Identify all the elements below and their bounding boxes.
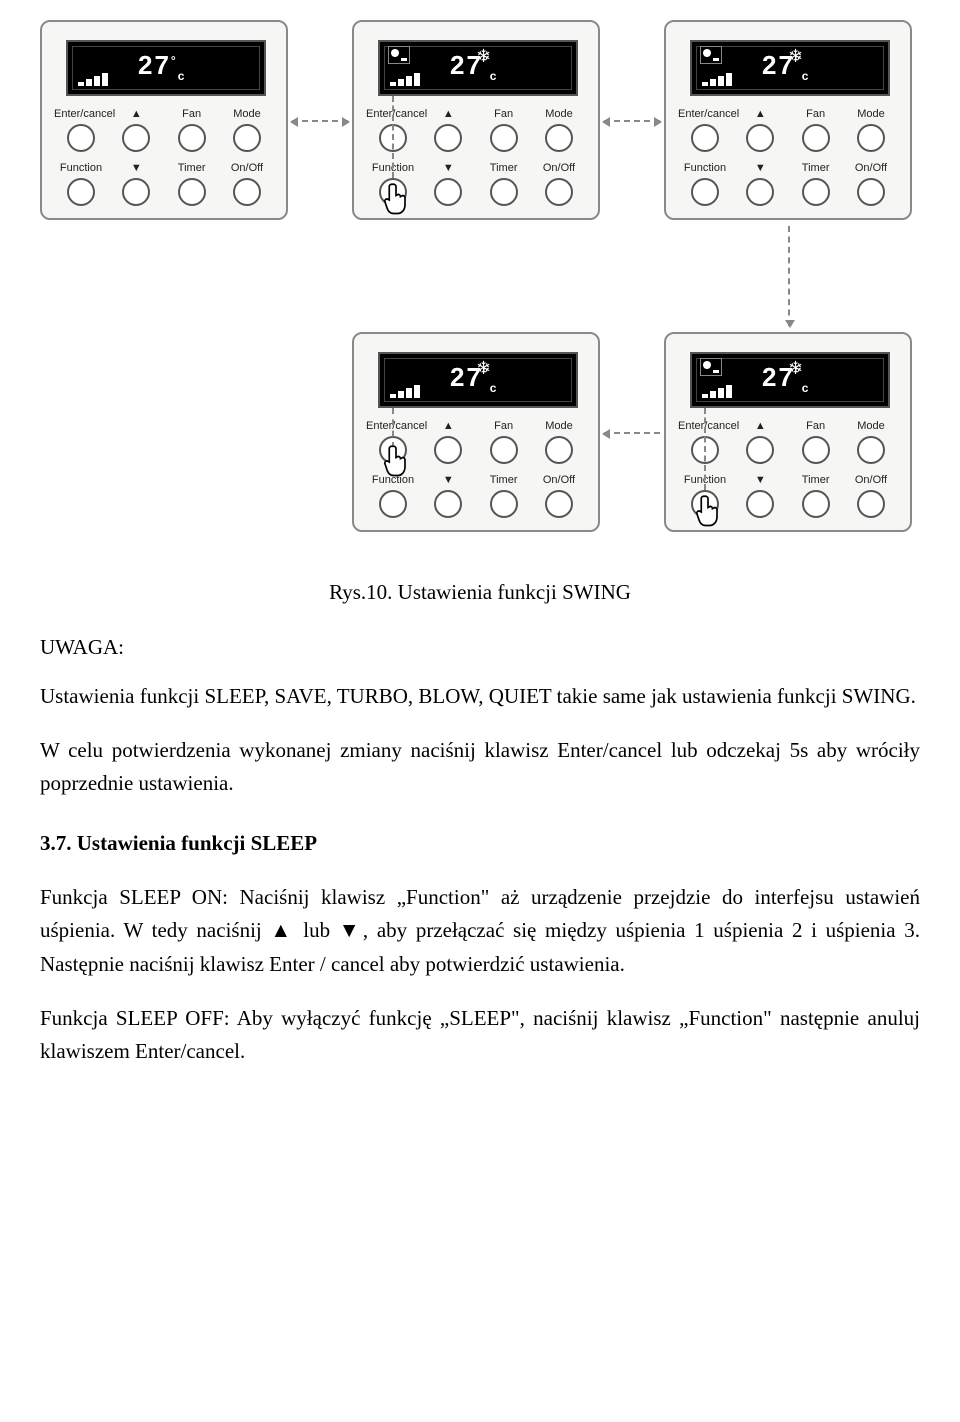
arrow-horizontal (604, 120, 660, 122)
up-button[interactable] (434, 124, 462, 152)
down-button[interactable] (434, 490, 462, 518)
arrow-vertical-down (788, 226, 790, 326)
lcd-display: ❄ 27°c (378, 40, 578, 96)
hand-pointer-icon (382, 182, 410, 218)
fan-button[interactable] (490, 436, 518, 464)
lcd-display: ❄ 27°c (690, 40, 890, 96)
fan-button[interactable] (490, 124, 518, 152)
paragraph-2: W celu potwierdzenia wykonanej zmiany na… (40, 734, 920, 801)
up-button[interactable] (122, 124, 150, 152)
arrow-horizontal-left (604, 432, 660, 434)
down-button[interactable] (746, 178, 774, 206)
onoff-button[interactable] (545, 490, 573, 518)
temperature-readout: 27°c (450, 362, 498, 395)
onoff-button[interactable] (545, 178, 573, 206)
mode-button[interactable] (545, 124, 573, 152)
mode-button[interactable] (857, 124, 885, 152)
signal-bars-icon (390, 73, 420, 86)
mode-button[interactable] (545, 436, 573, 464)
function-button[interactable] (691, 178, 719, 206)
temperature-readout: 27°c (138, 50, 186, 83)
remote-panel-5: ❄ 27°c Enter/cancel ▲ Fan Mode Function … (664, 332, 912, 532)
signal-bars-icon (390, 385, 420, 398)
mode-button[interactable] (233, 124, 261, 152)
lcd-display: ❄ 27°c (690, 352, 890, 408)
down-button[interactable] (122, 178, 150, 206)
up-button[interactable] (746, 124, 774, 152)
fan-label: Fan (165, 108, 219, 120)
onoff-button[interactable] (857, 178, 885, 206)
dashed-guide (392, 96, 394, 178)
signal-bars-icon (702, 385, 732, 398)
function-button[interactable] (379, 490, 407, 518)
remote-panel-1: 27°c Enter/cancel ▲ Fan Mode Function ▼ … (40, 20, 288, 220)
dashed-guide (392, 408, 394, 448)
dashed-guide (704, 408, 706, 490)
temperature-readout: 27°c (762, 362, 810, 395)
hand-pointer-icon (382, 444, 410, 480)
sleep-icon (700, 46, 722, 64)
fan-button[interactable] (178, 124, 206, 152)
function-label: Function (54, 162, 108, 174)
signal-bars-icon (78, 73, 108, 86)
sleep-icon (700, 358, 722, 376)
temperature-readout: 27°c (450, 50, 498, 83)
timer-button[interactable] (490, 490, 518, 518)
timer-button[interactable] (178, 178, 206, 206)
paragraph-4: Funkcja SLEEP OFF: Aby wyłączyć funkcję … (40, 1002, 920, 1069)
timer-button[interactable] (802, 178, 830, 206)
down-button[interactable] (434, 178, 462, 206)
lcd-display: ❄ 27°c (378, 352, 578, 408)
onoff-label: On/Off (220, 162, 274, 174)
remote-panel-4: ❄ 27°c Enter/cancel ▲ Fan Mode Function … (352, 332, 600, 532)
enter-cancel-button[interactable] (691, 124, 719, 152)
mode-button[interactable] (857, 436, 885, 464)
timer-button[interactable] (490, 178, 518, 206)
attention-label: UWAGA: (40, 635, 920, 660)
down-button[interactable] (746, 490, 774, 518)
enter-cancel-label: Enter/cancel (54, 108, 108, 120)
swing-diagram: 27°c Enter/cancel ▲ Fan Mode Function ▼ … (40, 20, 920, 560)
onoff-button[interactable] (233, 178, 261, 206)
hand-pointer-icon (694, 494, 722, 530)
lcd-display: 27°c (66, 40, 266, 96)
timer-label: Timer (165, 162, 219, 174)
section-heading: 3.7. Ustawienia funkcji SLEEP (40, 831, 920, 856)
function-button[interactable] (67, 178, 95, 206)
remote-panel-2: ❄ 27°c Enter/cancel ▲ Fan Mode Function … (352, 20, 600, 220)
enter-cancel-button[interactable] (67, 124, 95, 152)
remote-panel-3: ❄ 27°c Enter/cancel ▲ Fan Mode Function … (664, 20, 912, 220)
mode-label: Mode (220, 108, 274, 120)
arrow-horizontal (292, 120, 348, 122)
fan-button[interactable] (802, 436, 830, 464)
fan-button[interactable] (802, 124, 830, 152)
onoff-button[interactable] (857, 490, 885, 518)
temperature-readout: 27°c (762, 50, 810, 83)
down-label: ▼ (109, 162, 163, 174)
sleep-icon (388, 46, 410, 64)
timer-button[interactable] (802, 490, 830, 518)
up-button[interactable] (746, 436, 774, 464)
figure-caption: Rys.10. Ustawienia funkcji SWING (40, 580, 920, 605)
signal-bars-icon (702, 73, 732, 86)
paragraph-1: Ustawienia funkcji SLEEP, SAVE, TURBO, B… (40, 680, 920, 714)
paragraph-3: Funkcja SLEEP ON: Naciśnij klawisz „Func… (40, 881, 920, 982)
up-button[interactable] (434, 436, 462, 464)
up-label: ▲ (109, 108, 163, 120)
